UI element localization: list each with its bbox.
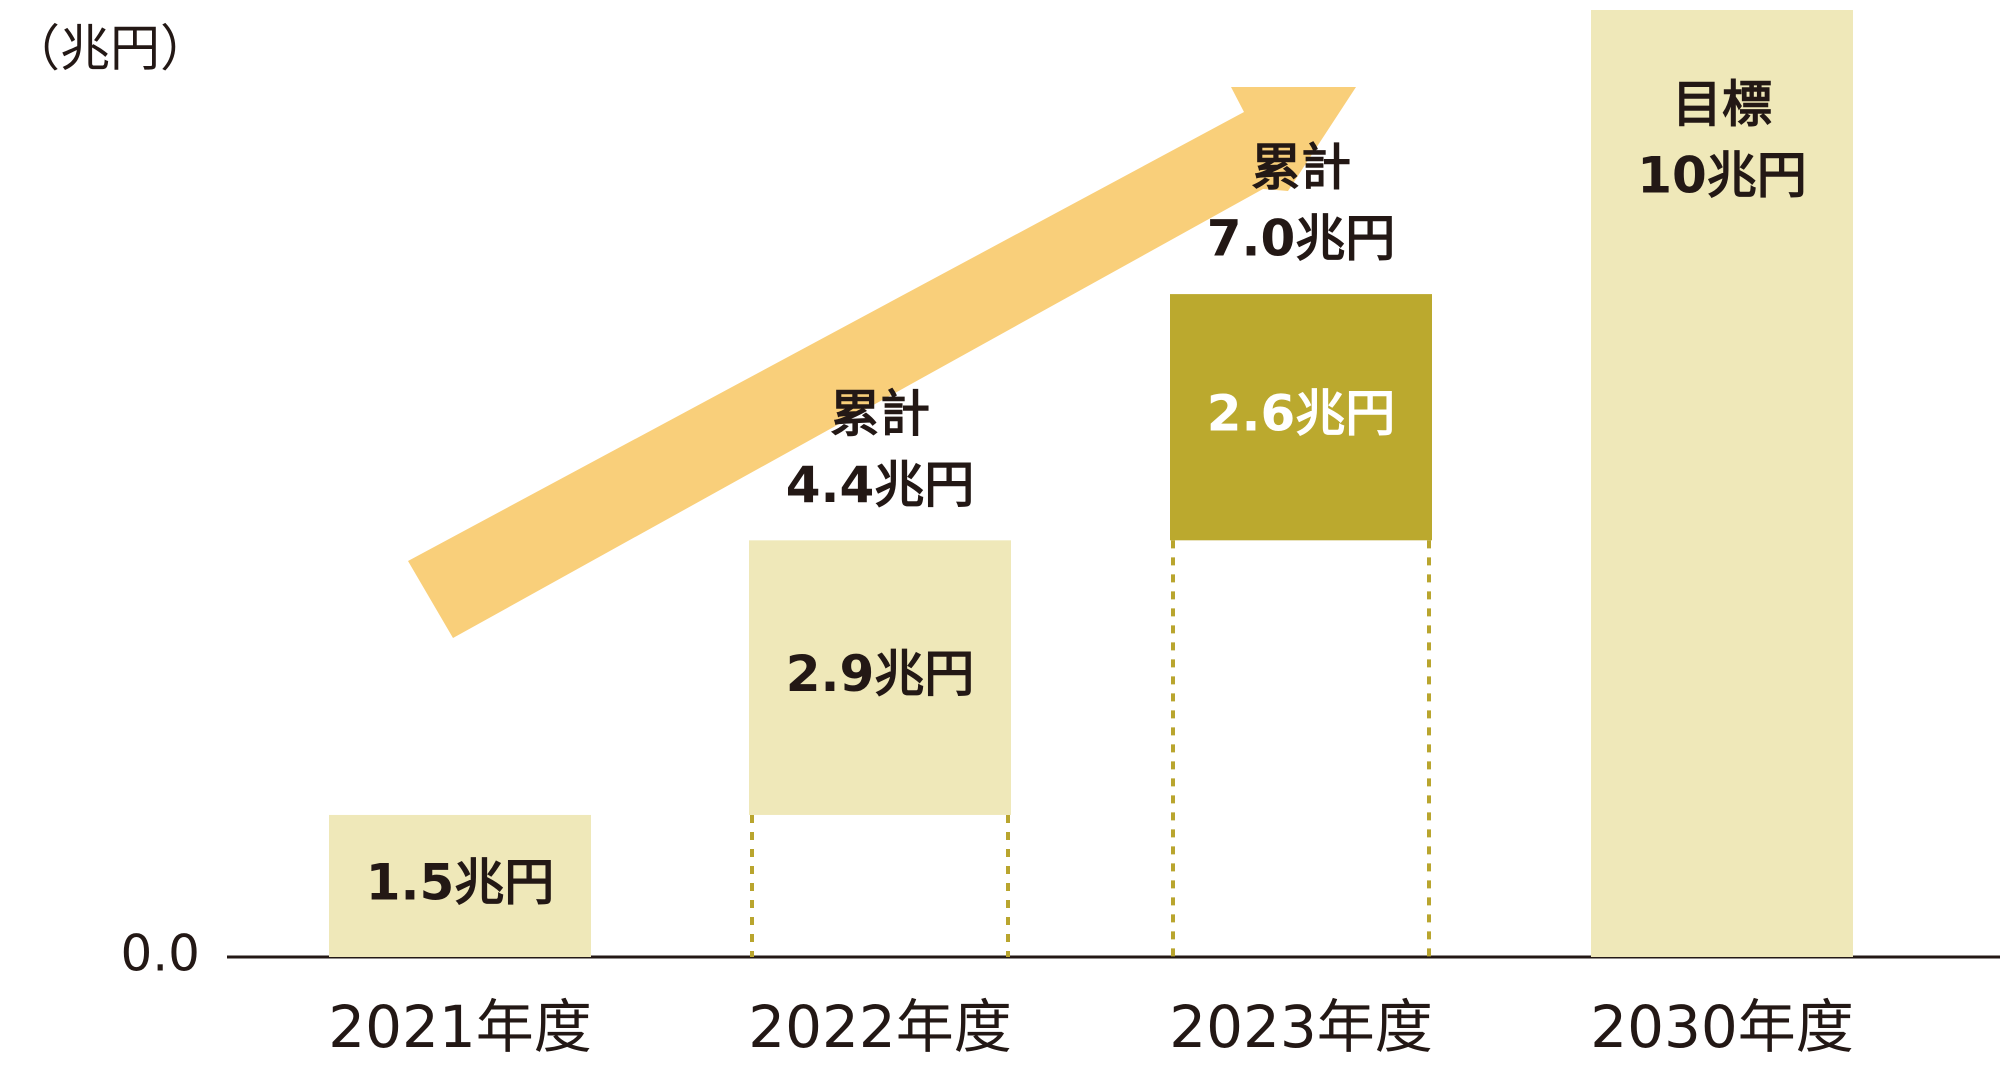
x-tick-label: 2023年度: [1169, 993, 1433, 1061]
trend-arrow: [408, 87, 1356, 638]
target-label: 目標: [1672, 76, 1772, 134]
cumulative-value: 4.4兆円: [786, 456, 975, 514]
cumulative-title: 累計: [830, 385, 930, 443]
value-label: 2.9兆円: [786, 645, 975, 703]
cumulative-title: 累計: [1251, 139, 1351, 197]
bar: [749, 540, 1011, 815]
x-tick-label: 2021年度: [328, 993, 592, 1061]
bar: [1591, 10, 1853, 957]
value-label: 10兆円: [1637, 147, 1807, 205]
unit-label: （兆円）: [10, 20, 210, 78]
y-tick-label: 0.0: [120, 925, 200, 983]
value-label: 2.6兆円: [1207, 385, 1396, 443]
cumulative-value: 7.0兆円: [1207, 210, 1396, 268]
x-tick-label: 2022年度: [748, 993, 1012, 1061]
x-tick-label: 2030年度: [1590, 993, 1854, 1061]
value-label: 1.5兆円: [366, 853, 555, 911]
bar: [329, 814, 591, 957]
bar: [1170, 294, 1432, 541]
